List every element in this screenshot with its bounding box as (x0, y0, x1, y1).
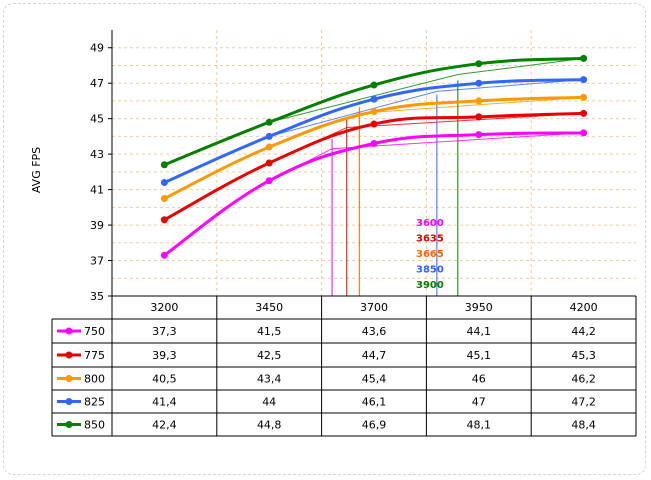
y-tick-label: 45 (90, 113, 104, 126)
trend-line (269, 90, 438, 137)
series-point-750 (370, 139, 378, 147)
table-cell: 41,5 (257, 325, 282, 338)
table-cell: 47 (472, 396, 486, 409)
table-cell: 42,4 (152, 419, 177, 432)
data-table: 3200 3450 3700 3950 4200 750 37,3 41,5 43,6 44,1 4… (51, 295, 637, 437)
trend-line (436, 79, 584, 92)
table-cell: 41,4 (152, 396, 177, 409)
series-line-750 (163, 131, 584, 257)
crossover-label: 3900 (416, 280, 444, 291)
x-category-label: 3200 (150, 301, 178, 314)
series-point-750 (580, 129, 588, 137)
data-series (160, 54, 588, 259)
trend-line (269, 74, 458, 123)
table-cell: 37,3 (152, 325, 177, 338)
table-cell: 43,6 (362, 325, 387, 338)
y-tick-label: 43 (90, 148, 104, 161)
y-tick-label: 47 (90, 77, 104, 90)
y-tick-label: 39 (90, 219, 104, 232)
table-cell: 42,5 (257, 349, 282, 362)
series-point-850 (160, 161, 168, 169)
table-cell: 46,2 (571, 373, 596, 386)
table-cell: 46,9 (362, 419, 387, 432)
legend-marker-825 (65, 398, 73, 405)
series-point-750 (265, 177, 273, 185)
table-cell: 48,1 (467, 419, 492, 432)
series-point-825 (265, 132, 273, 140)
series-point-850 (370, 81, 378, 89)
crossover-label: 3600 (416, 218, 444, 229)
table-cell: 44,7 (362, 349, 387, 362)
crossover-label: 3850 (416, 265, 444, 276)
table-cell: 44 (262, 396, 276, 409)
series-point-850 (580, 54, 588, 62)
table-cell: 45,1 (467, 349, 492, 362)
series-point-775 (160, 216, 168, 224)
legend-entry-800: 800 (84, 373, 105, 386)
y-tick-label: 37 (90, 255, 104, 268)
table-cell: 48,4 (571, 419, 596, 432)
table-cell: 46,1 (362, 396, 387, 409)
legend-marker-775 (65, 351, 73, 359)
series-point-825 (475, 79, 483, 87)
table-cell: 46 (472, 373, 486, 386)
series-point-825 (160, 179, 168, 187)
series-point-800 (370, 108, 378, 116)
y-tick-label: 41 (90, 184, 104, 197)
series-point-800 (160, 194, 168, 202)
series-point-800 (580, 93, 588, 101)
legend-marker-750 (65, 327, 73, 335)
series-point-850 (475, 60, 483, 68)
y-tick-label: 35 (90, 290, 104, 303)
y-tick-label: 49 (90, 42, 104, 55)
series-point-775 (475, 113, 483, 121)
axes: 35 37 39 41 43 45 47 49 (90, 30, 113, 303)
x-category-label: 3950 (465, 301, 493, 314)
series-point-825 (580, 76, 588, 84)
trend-line (457, 57, 584, 76)
crossover-label: 3665 (416, 249, 444, 260)
table-cell: 47,2 (571, 396, 596, 409)
series-point-775 (580, 109, 588, 117)
series-point-750 (475, 131, 483, 139)
trend-line (359, 96, 584, 114)
series-point-775 (370, 120, 378, 128)
crossover-annotations: 3600 3635 3665 3850 3900 (416, 218, 444, 291)
legend-entry-750: 750 (84, 325, 105, 338)
table-cell: 43,4 (257, 373, 282, 386)
table-cell: 45,4 (362, 373, 387, 386)
series-point-825 (370, 95, 378, 103)
series-point-800 (265, 143, 273, 151)
series-point-800 (475, 97, 483, 105)
y-axis-label: AVG FPS (30, 147, 43, 193)
series-point-775 (265, 159, 273, 167)
table-cell: 44,8 (257, 419, 282, 432)
legend-marker-850 (65, 421, 73, 428)
x-category-label: 4200 (570, 301, 598, 314)
x-category-label: 3700 (360, 301, 388, 314)
series-point-750 (160, 251, 168, 259)
table-cell: 45,3 (571, 349, 596, 362)
table-cell: 44,2 (571, 325, 596, 338)
crossover-label: 3635 (416, 234, 444, 245)
legend-entry-775: 775 (84, 349, 105, 362)
table-cell: 40,5 (152, 373, 177, 386)
legend-entry-850: 850 (84, 419, 105, 432)
table-cell: 44,1 (467, 325, 492, 338)
legend-entry-825: 825 (84, 396, 105, 409)
x-category-label: 3450 (255, 301, 283, 314)
chart-frame (3, 3, 646, 475)
gridlines (112, 30, 636, 296)
legend-marker-800 (65, 375, 73, 382)
table-cell: 39,3 (152, 349, 177, 362)
series-point-850 (265, 118, 273, 126)
